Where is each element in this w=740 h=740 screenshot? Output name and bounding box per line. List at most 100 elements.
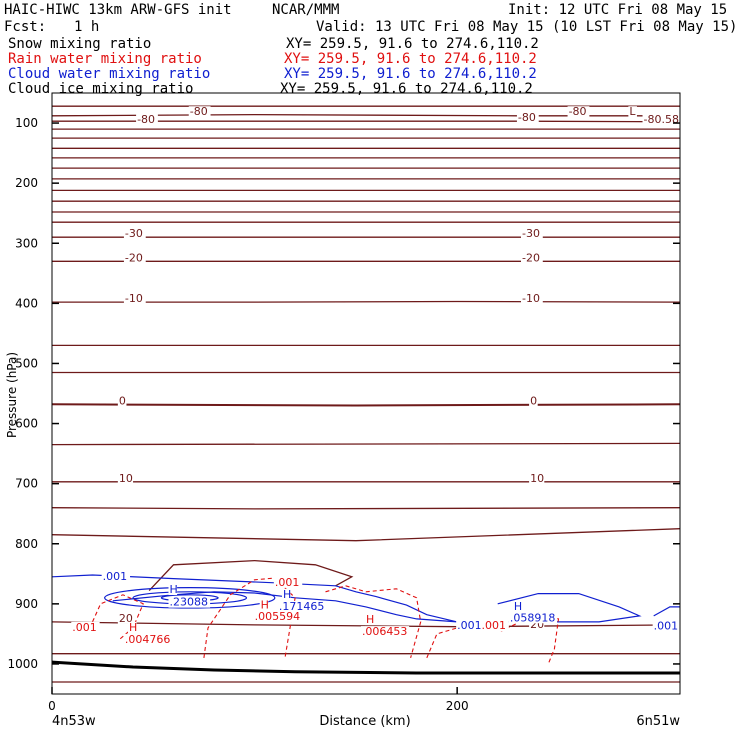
x-start-label: 4n53w — [52, 714, 96, 729]
rain-label-6: H — [366, 613, 374, 626]
rain-contour-2 — [325, 585, 422, 659]
y-tick-label-600: 600 — [15, 417, 38, 431]
rain-label-bg-1 — [71, 621, 100, 633]
cloud-water-label-6: H — [514, 600, 522, 613]
rain-label-1: .001 — [72, 621, 97, 634]
rain-label-5: .005594 — [255, 610, 300, 623]
cloud-water-contour-3 — [653, 606, 680, 617]
temperature-contour-21 — [52, 507, 680, 510]
terrain-line — [52, 660, 680, 675]
cloud-water-label-bg-7 — [508, 612, 558, 624]
temperature-label-16: 20 — [119, 612, 133, 625]
temperature-label-bg-8 — [123, 252, 146, 264]
rain-label-2: H — [129, 621, 137, 634]
temperature-label-0: -80 — [190, 105, 208, 118]
temperature-label-bg-12 — [117, 395, 127, 407]
cloud-water-label-1: H — [169, 583, 177, 596]
temperature-label-6: -30 — [125, 227, 143, 240]
plot-frame — [51, 92, 681, 695]
temperature-contour-19 — [52, 442, 680, 446]
y-tick-label-700: 700 — [15, 477, 38, 491]
cloud-water-label-bg-5 — [456, 620, 485, 632]
cloud-water-contour-1 — [112, 591, 458, 623]
y-tick-label-100: 100 — [15, 116, 38, 130]
cloud-water-closed-contour-0 — [104, 587, 276, 609]
temperature-label-7: -30 — [522, 227, 540, 240]
temperature-contour-22 — [52, 528, 680, 542]
temperature-label-4: -80.58 — [644, 113, 679, 126]
legend-snow-name: Snow mixing ratio — [8, 36, 152, 52]
cloud-water-label-bg-2 — [168, 596, 211, 608]
y-tick-label-400: 400 — [15, 296, 38, 310]
temperature-label-bg-9 — [520, 252, 543, 264]
y-axis-label: Pressure (hPa) — [5, 352, 19, 438]
rain-label-bg-4 — [259, 599, 269, 611]
x-tick-label-200: 200 — [446, 699, 469, 713]
warm-pocket-contour — [148, 559, 354, 592]
rain-label-bg-0 — [273, 576, 303, 588]
cloud-water-contour-0 — [52, 574, 518, 623]
cloud-water-label-0: .001 — [103, 570, 128, 583]
rain-label-bg-5 — [253, 611, 302, 623]
x-end-label: 6n51w — [636, 714, 680, 729]
temperature-label-bg-11 — [520, 293, 543, 305]
temperature-contour-18 — [52, 403, 680, 407]
rain-label-bg-6 — [365, 614, 374, 626]
model-title: HAIC-HIWC 13km ARW-GFS init — [4, 2, 232, 18]
rain-label-bg-7 — [360, 626, 410, 638]
y-tick-label-500: 500 — [15, 356, 38, 370]
legend-snow-xy: XY= 259.5, 91.6 to 274.6,110.2 — [286, 36, 539, 52]
x-tick-label-0: 0 — [48, 699, 56, 713]
temperature-label-bg-2 — [567, 106, 590, 118]
temperature-label-9: -20 — [522, 251, 540, 264]
org-label: NCAR/MMM — [272, 2, 340, 18]
temperature-label-bg-10 — [123, 293, 146, 305]
forecast-label: Fcst: — [4, 19, 47, 35]
legend-cloud-water-xy: XY= 259.5, 91.6 to 274.6,110.2 — [284, 66, 537, 82]
cloud-water-label-7: .058918 — [510, 611, 556, 624]
temperature-label-14: 10 — [119, 472, 133, 485]
cloud-water-label-8: .001 — [654, 620, 679, 633]
temperature-label-bg-4 — [642, 114, 685, 126]
valid-time: Valid: 13 UTC Fri 08 May 15 (10 LST Fri … — [316, 19, 738, 35]
temperature-label-1: -80 — [137, 113, 155, 126]
temperature-label-bg-7 — [520, 228, 543, 240]
rain-label-7: .006453 — [362, 625, 408, 638]
legend-rain-xy: XY= 259.5, 91.6 to 274.6,110.2 — [284, 51, 537, 67]
cloud-water-label-bg-3 — [281, 588, 291, 600]
y-tick-label-200: 200 — [15, 176, 38, 190]
rain-label-bg-8 — [480, 620, 509, 632]
cloud-water-label-bg-0 — [101, 570, 131, 582]
temperature-label-bg-13 — [529, 395, 538, 407]
temperature-label-15: 10 — [530, 472, 544, 485]
init-time: Init: 12 UTC Fri 08 May 15 — [508, 2, 728, 18]
cloud-water-label-4: .171465 — [279, 600, 325, 613]
temperature-label-bg-0 — [188, 106, 211, 118]
temperature-label-10: -10 — [125, 292, 143, 305]
temperature-label-bg-15 — [529, 472, 545, 484]
cloud-water-label-bg-1 — [168, 584, 178, 596]
temperature-label-12: 0 — [119, 394, 126, 407]
rain-label-8: .001 — [481, 619, 506, 632]
y-tick-label-1000: 1000 — [7, 657, 38, 671]
temperature-label-2: -80 — [569, 105, 587, 118]
rain-contour-0 — [91, 594, 144, 641]
rain-label-3: .004766 — [125, 633, 171, 646]
temperature-label-bg-14 — [117, 472, 134, 484]
temperature-label-11: -10 — [522, 292, 540, 305]
cloud-water-label-bg-6 — [512, 600, 522, 612]
cloud-water-label-3: H — [283, 588, 291, 601]
temperature-label-bg-16 — [117, 612, 134, 624]
legend-rain-name: Rain water mixing ratio — [8, 51, 202, 67]
y-tick-label-800: 800 — [15, 537, 38, 551]
y-tick-label-900: 900 — [15, 597, 38, 611]
temperature-label-3: -80 — [518, 111, 536, 124]
x-axis-label: Distance (km) — [319, 714, 410, 729]
cloud-water-label-bg-8 — [652, 620, 682, 632]
cloud-water-label-5: .001 — [457, 619, 482, 632]
temperature-label-bg-5 — [628, 106, 637, 118]
cloud-water-label-2: .23088 — [169, 596, 208, 609]
temperature-label-bg-6 — [123, 228, 146, 240]
rain-label-bg-2 — [127, 621, 137, 633]
